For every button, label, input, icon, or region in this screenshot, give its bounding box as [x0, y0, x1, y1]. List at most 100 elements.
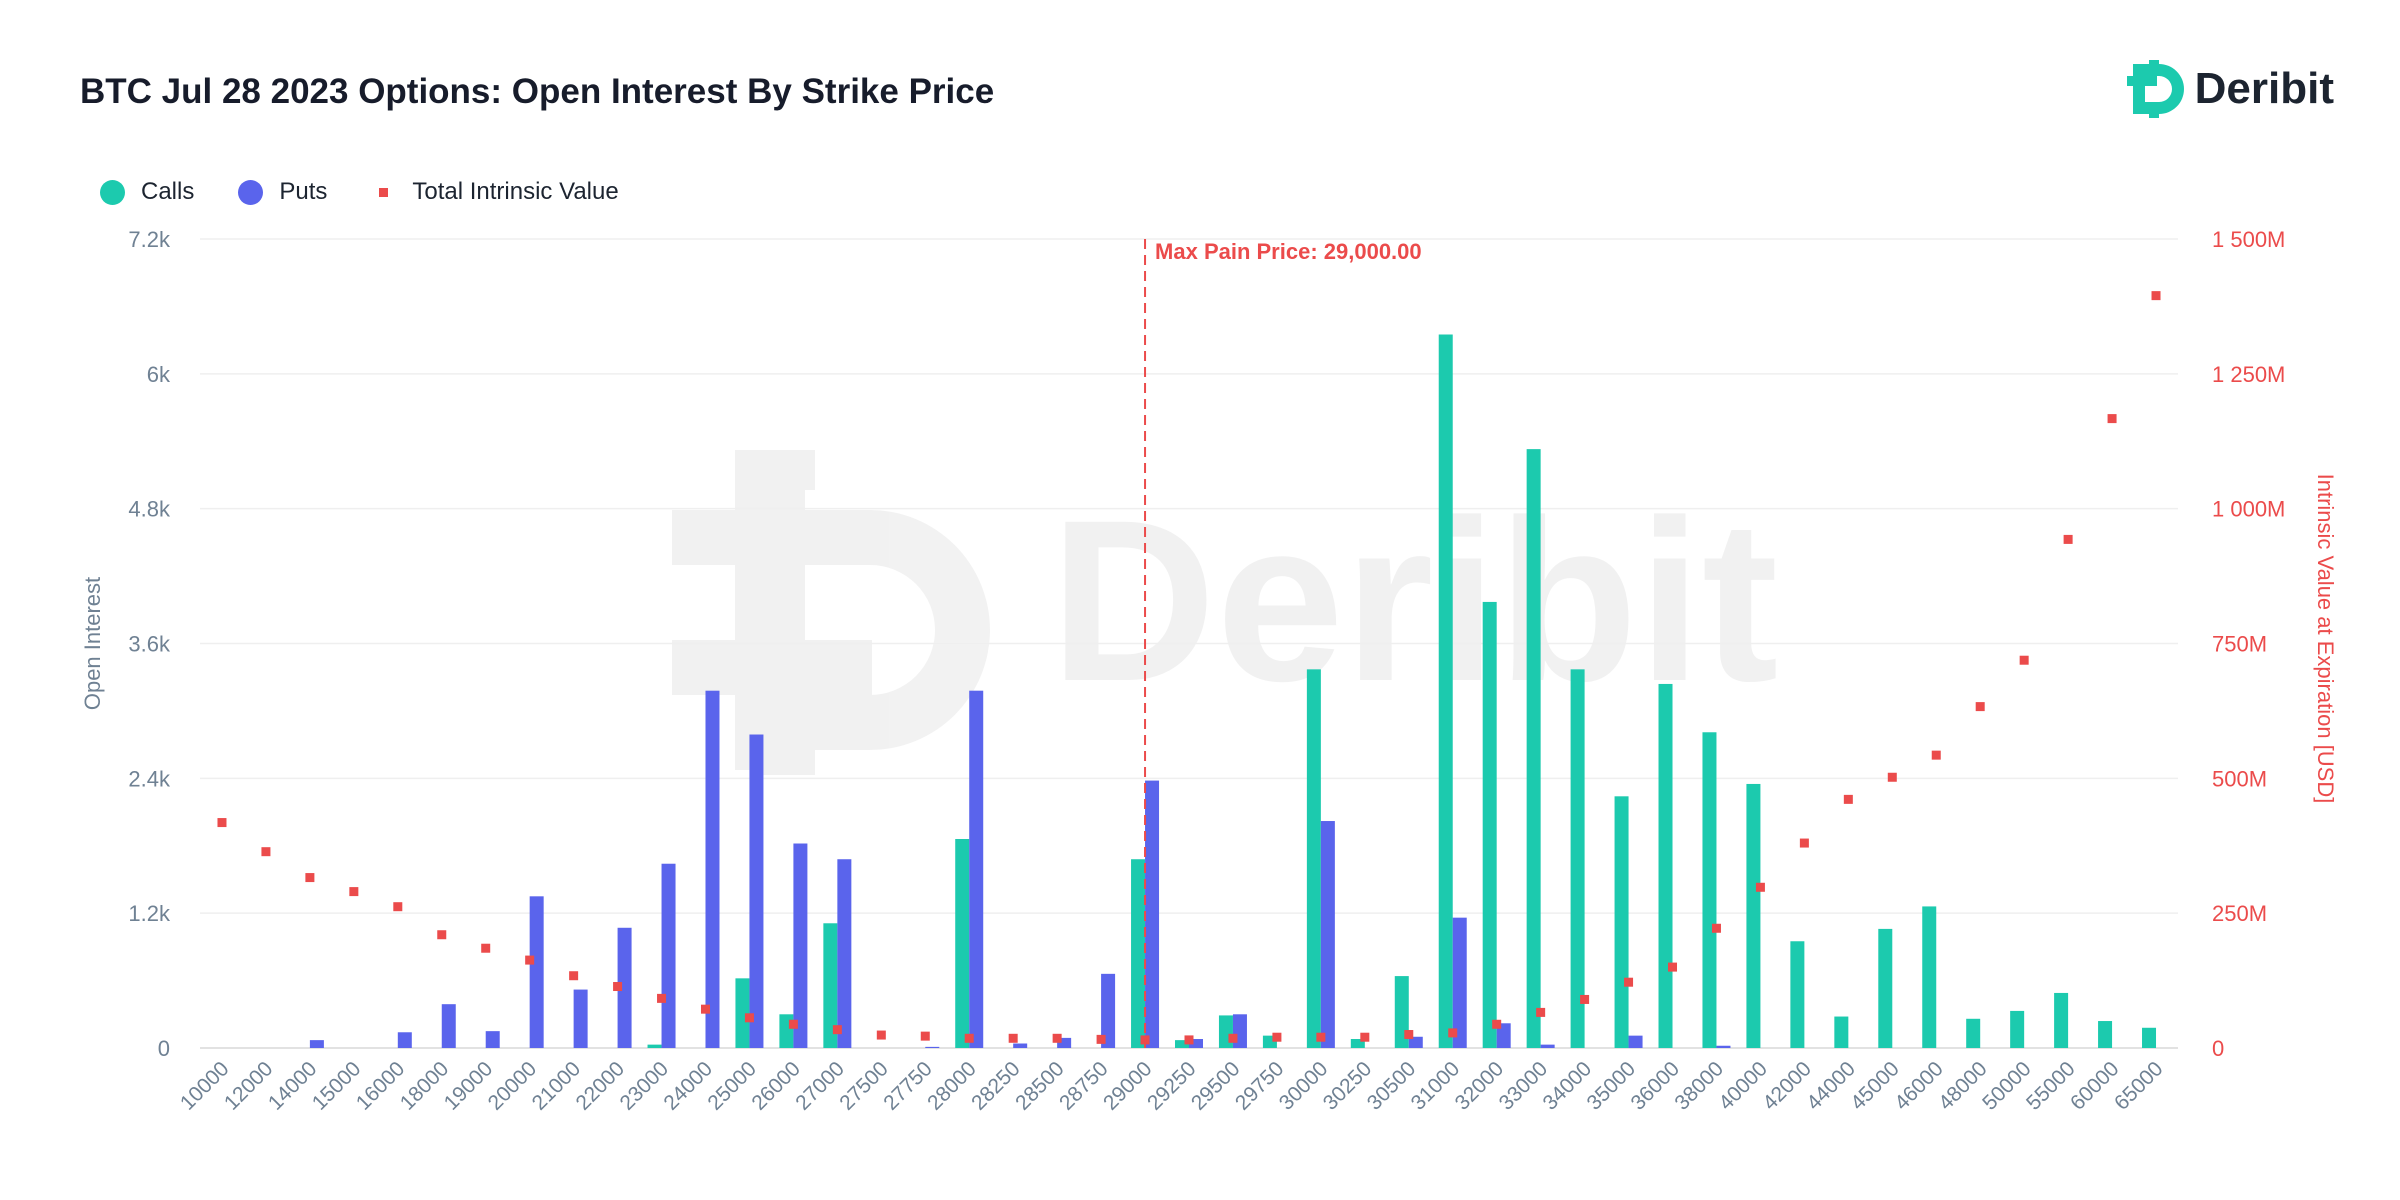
y-tick-left: 4.8k: [128, 497, 171, 522]
max-pain-label: Max Pain Price: 29,000.00: [1155, 239, 1422, 264]
bar-calls: [1614, 796, 1629, 1048]
intrinsic-point: [2063, 534, 2073, 544]
grid-lines: [200, 238, 2178, 1049]
y-tick-right: 500M: [2212, 766, 2267, 791]
x-tick-label: 55000: [2022, 1057, 2080, 1115]
bar-calls: [1350, 1039, 1365, 1048]
bar-calls: [2098, 1021, 2113, 1048]
intrinsic-point: [1052, 1033, 1062, 1043]
x-tick-label: 30500: [1363, 1057, 1421, 1115]
x-tick-label: 33000: [1495, 1057, 1553, 1115]
intrinsic-point: [1360, 1032, 1370, 1042]
bar-calls: [779, 1014, 794, 1048]
x-tick-label: 31000: [1407, 1057, 1465, 1115]
y-tick-left: 6k: [147, 362, 171, 387]
x-tick-label: 16000: [352, 1057, 410, 1115]
bar-calls: [1746, 783, 1761, 1048]
intrinsic-point: [700, 1004, 710, 1014]
intrinsic-point: [1008, 1033, 1018, 1043]
x-tick-label: 36000: [1626, 1057, 1684, 1115]
bar-puts: [397, 1032, 412, 1048]
x-tick-label: 28000: [923, 1057, 981, 1115]
bar-puts: [1408, 1036, 1423, 1048]
y-tick-left: 0: [158, 1036, 170, 1061]
x-tick-label: 44000: [1802, 1057, 1860, 1115]
y-tick-right: 1 500M: [2212, 227, 2285, 252]
bar-calls: [1834, 1016, 1849, 1048]
bar-puts: [1013, 1043, 1028, 1048]
bar-calls: [2010, 1010, 2025, 1048]
legend-item-calls[interactable]: Calls: [100, 178, 194, 206]
intrinsic-point: [1404, 1030, 1414, 1040]
bar-puts: [1057, 1037, 1072, 1048]
intrinsic-point: [1272, 1032, 1282, 1042]
legend-item-puts[interactable]: Puts: [238, 178, 327, 206]
bar-puts: [1628, 1035, 1643, 1048]
bar-puts: [441, 1004, 456, 1048]
y-tick-left: 3.6k: [128, 632, 171, 657]
bar-puts: [309, 1040, 324, 1048]
x-tick-label: 18000: [396, 1057, 454, 1115]
x-tick-label: 28250: [967, 1057, 1025, 1115]
bar-calls: [1131, 859, 1146, 1048]
intrinsic-point: [1492, 1019, 1502, 1029]
bar-puts: [529, 896, 544, 1048]
x-tick-label: 65000: [2110, 1057, 2168, 1115]
intrinsic-point: [1624, 977, 1634, 987]
intrinsic-point: [1228, 1033, 1238, 1043]
y-tick-right: 750M: [2212, 632, 2267, 657]
x-tick-label: 28750: [1055, 1057, 1113, 1115]
x-tick-label: 19000: [440, 1057, 498, 1115]
y-tick-left: 1.2k: [128, 901, 171, 926]
y-tick-right: 1 000M: [2212, 497, 2285, 522]
x-axis: 1000012000140001500016000180001900020000…: [176, 1057, 2168, 1115]
legend-label-intrinsic: Total Intrinsic Value: [412, 178, 619, 205]
x-tick-label: 29750: [1231, 1057, 1289, 1115]
bar-calls: [955, 839, 970, 1048]
x-tick-label: 42000: [1758, 1057, 1816, 1115]
intrinsic-point: [1843, 794, 1853, 804]
x-tick-label: 45000: [1846, 1057, 1904, 1115]
bar-puts: [925, 1046, 940, 1048]
intrinsic-point: [1931, 750, 1941, 760]
bar-puts: [1145, 780, 1160, 1048]
bar-calls: [1702, 732, 1717, 1048]
x-tick-label: 27750: [879, 1057, 937, 1115]
bar-calls: [1218, 1015, 1233, 1048]
deribit-watermark-text: Deribit: [1050, 472, 1778, 729]
legend-label-puts: Puts: [279, 178, 328, 205]
x-tick-label: 30250: [1319, 1057, 1377, 1115]
legend-item-intrinsic[interactable]: Total Intrinsic Value: [371, 178, 619, 206]
bar-calls: [1790, 941, 1805, 1048]
intrinsic-point: [1668, 962, 1678, 972]
intrinsic-point: [876, 1030, 886, 1040]
intrinsic-point: [481, 943, 491, 953]
x-tick-label: 27500: [835, 1057, 893, 1115]
x-tick-label: 15000: [308, 1057, 366, 1115]
y-tick-left: 7.2k: [128, 227, 171, 252]
intrinsic-point: [525, 955, 535, 965]
intrinsic-point: [305, 873, 315, 883]
intrinsic-point: [744, 1013, 754, 1023]
x-tick-label: 34000: [1539, 1057, 1597, 1115]
legend-label-calls: Calls: [141, 178, 195, 205]
bar-calls: [1175, 1040, 1189, 1048]
intrinsic-point: [920, 1031, 930, 1041]
x-tick-label: 24000: [659, 1057, 717, 1115]
bar-puts: [485, 1031, 500, 1048]
intrinsic-point: [832, 1025, 842, 1035]
bar-calls: [1482, 601, 1497, 1048]
puts-swatch: [238, 179, 264, 205]
x-tick-label: 28500: [1011, 1057, 1069, 1115]
x-tick-label: 14000: [264, 1057, 322, 1115]
intrinsic-point: [569, 971, 579, 981]
y-tick-right: 1 250M: [2212, 362, 2285, 387]
intrinsic-point: [1580, 994, 1590, 1004]
intrinsic-point: [1448, 1028, 1458, 1038]
bar-calls: [823, 923, 838, 1048]
bar-puts: [1189, 1039, 1203, 1048]
y-tick-left: 2.4k: [128, 766, 171, 791]
deribit-logo-text: Deribit: [2194, 64, 2334, 113]
x-tick-label: 30000: [1275, 1057, 1333, 1115]
